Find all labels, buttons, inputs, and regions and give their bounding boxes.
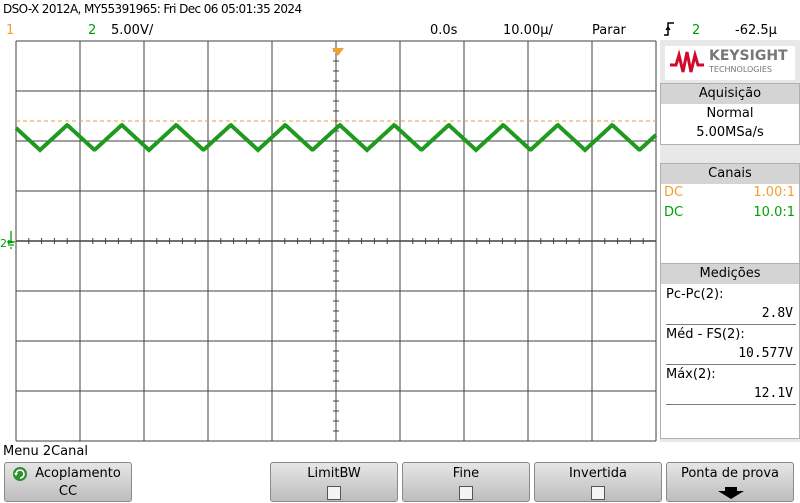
channels-title: Canais — [661, 164, 799, 184]
trigger-channel: 2 — [692, 23, 701, 38]
meas-value-mean: 10.577V — [738, 346, 793, 361]
softkey-coupling[interactable]: Acoplamento CC — [4, 462, 132, 502]
softkey-fine-label: Fine — [452, 466, 480, 481]
meas-value-pkpk: 2.8V — [761, 306, 793, 321]
ch1-coupling: DC — [664, 185, 684, 200]
meas-label-max: Máx(2): — [666, 367, 716, 382]
channel2-indicator[interactable]: 2 — [88, 23, 97, 38]
menu-label: Menu 2Canal — [3, 444, 88, 459]
ch2-coupling: DC — [664, 205, 684, 220]
channel2-scale: 5.00V/ — [111, 23, 154, 38]
graticule — [15, 40, 657, 442]
side-panel: KEYSIGHT TECHNOLOGIES Aquisição Normal 5… — [660, 40, 800, 442]
rotate-knob-icon — [13, 467, 27, 481]
fine-checkbox[interactable] — [459, 486, 473, 500]
channel2-ground-marker[interactable]: 2 — [0, 229, 18, 261]
waveform-display[interactable] — [0, 40, 660, 442]
invert-checkbox[interactable] — [591, 486, 605, 500]
acquisition-mode: Normal — [706, 106, 754, 121]
trigger-edge-icon — [663, 21, 675, 41]
meas-divider — [666, 364, 796, 365]
channel2-trace — [14, 122, 658, 153]
softkey-invert[interactable]: Invertida — [534, 462, 662, 502]
channel1-indicator[interactable]: 1 — [6, 23, 15, 38]
trace-line — [14, 122, 658, 153]
meas-label-pkpk: Pc-Pc(2): — [666, 287, 724, 302]
softkey-limitbw[interactable]: LimitBW — [270, 462, 398, 502]
run-state: Parar — [592, 23, 626, 38]
softkey-invert-label: Invertida — [568, 466, 628, 481]
ground-marker-label: 2 — [0, 237, 7, 250]
sample-rate: 5.00MSa/s — [696, 125, 764, 140]
acquisition-panel: Aquisição Normal 5.00MSa/s — [660, 83, 800, 145]
trigger-level: -62.5µ — [735, 23, 777, 38]
acquisition-title: Aquisição — [661, 84, 799, 104]
meas-label-mean: Méd - FS(2): — [666, 327, 745, 342]
measurements-title: Medições — [661, 264, 799, 284]
trigger-position-marker[interactable] — [332, 42, 344, 61]
limitbw-checkbox[interactable] — [327, 486, 341, 500]
keysight-logo: KEYSIGHT TECHNOLOGIES — [665, 46, 795, 80]
submenu-arrow-icon — [718, 487, 744, 499]
time-delay: 0.0s — [430, 23, 458, 38]
softkey-fine[interactable]: Fine — [402, 462, 530, 502]
softkey-coupling-value: CC — [58, 484, 78, 499]
ch1-probe: 1.00:1 — [753, 185, 795, 200]
instrument-title: DSO-X 2012A, MY55391965: Fri Dec 06 05:0… — [3, 2, 302, 16]
measurements-panel: Medições Pc-Pc(2): 2.8V Méd - FS(2): 10.… — [660, 263, 800, 439]
softkey-probe-label: Ponta de prova — [680, 466, 780, 481]
meas-divider — [666, 404, 796, 405]
channels-panel: Canais DC 1.00:1 DC 10.0:1 — [660, 163, 800, 273]
time-scale: 10.00µ/ — [503, 23, 553, 38]
softkey-coupling-label: Acoplamento — [35, 466, 121, 481]
ch2-probe: 10.0:1 — [753, 205, 795, 220]
logo-brand: KEYSIGHT — [709, 48, 788, 64]
meas-value-max: 12.1V — [753, 386, 793, 401]
softkey-limitbw-label: LimitBW — [307, 466, 361, 481]
softkey-probe[interactable]: Ponta de prova — [666, 462, 794, 502]
logo-sub: TECHNOLOGIES — [709, 65, 772, 74]
meas-divider — [666, 324, 796, 325]
keysight-wave-icon — [670, 50, 704, 73]
